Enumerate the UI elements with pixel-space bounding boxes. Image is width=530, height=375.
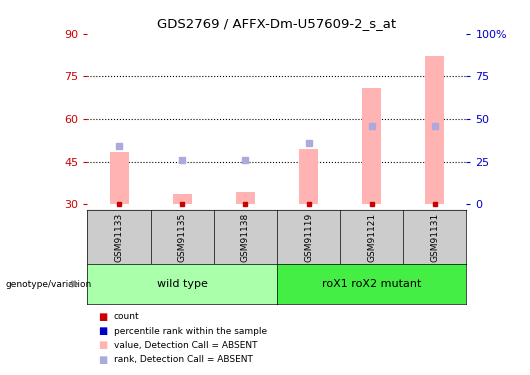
Text: roX1 roX2 mutant: roX1 roX2 mutant bbox=[322, 279, 421, 289]
Text: wild type: wild type bbox=[157, 279, 208, 289]
Text: GSM91133: GSM91133 bbox=[114, 213, 123, 262]
Bar bbox=[236, 192, 255, 204]
Bar bbox=[362, 88, 381, 204]
Bar bbox=[173, 194, 192, 204]
Text: GSM91138: GSM91138 bbox=[241, 213, 250, 262]
Text: GSM91121: GSM91121 bbox=[367, 213, 376, 262]
Text: genotype/variation: genotype/variation bbox=[5, 280, 92, 289]
Bar bbox=[299, 149, 318, 204]
Title: GDS2769 / AFFX-Dm-U57609-2_s_at: GDS2769 / AFFX-Dm-U57609-2_s_at bbox=[157, 17, 396, 30]
Text: ■: ■ bbox=[98, 355, 107, 364]
Text: rank, Detection Call = ABSENT: rank, Detection Call = ABSENT bbox=[114, 355, 253, 364]
Text: ■: ■ bbox=[98, 326, 107, 336]
Text: value, Detection Call = ABSENT: value, Detection Call = ABSENT bbox=[114, 341, 258, 350]
Text: GSM91135: GSM91135 bbox=[178, 213, 187, 262]
Bar bbox=[110, 152, 128, 204]
Text: ■: ■ bbox=[98, 340, 107, 350]
Text: ■: ■ bbox=[98, 312, 107, 322]
Text: percentile rank within the sample: percentile rank within the sample bbox=[114, 327, 267, 336]
Bar bbox=[426, 57, 444, 204]
Text: GSM91131: GSM91131 bbox=[430, 213, 439, 262]
Text: count: count bbox=[114, 312, 139, 321]
Text: GSM91119: GSM91119 bbox=[304, 213, 313, 262]
